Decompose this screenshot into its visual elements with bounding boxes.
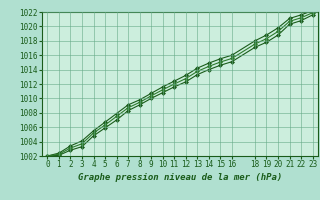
X-axis label: Graphe pression niveau de la mer (hPa): Graphe pression niveau de la mer (hPa) [78, 173, 282, 182]
